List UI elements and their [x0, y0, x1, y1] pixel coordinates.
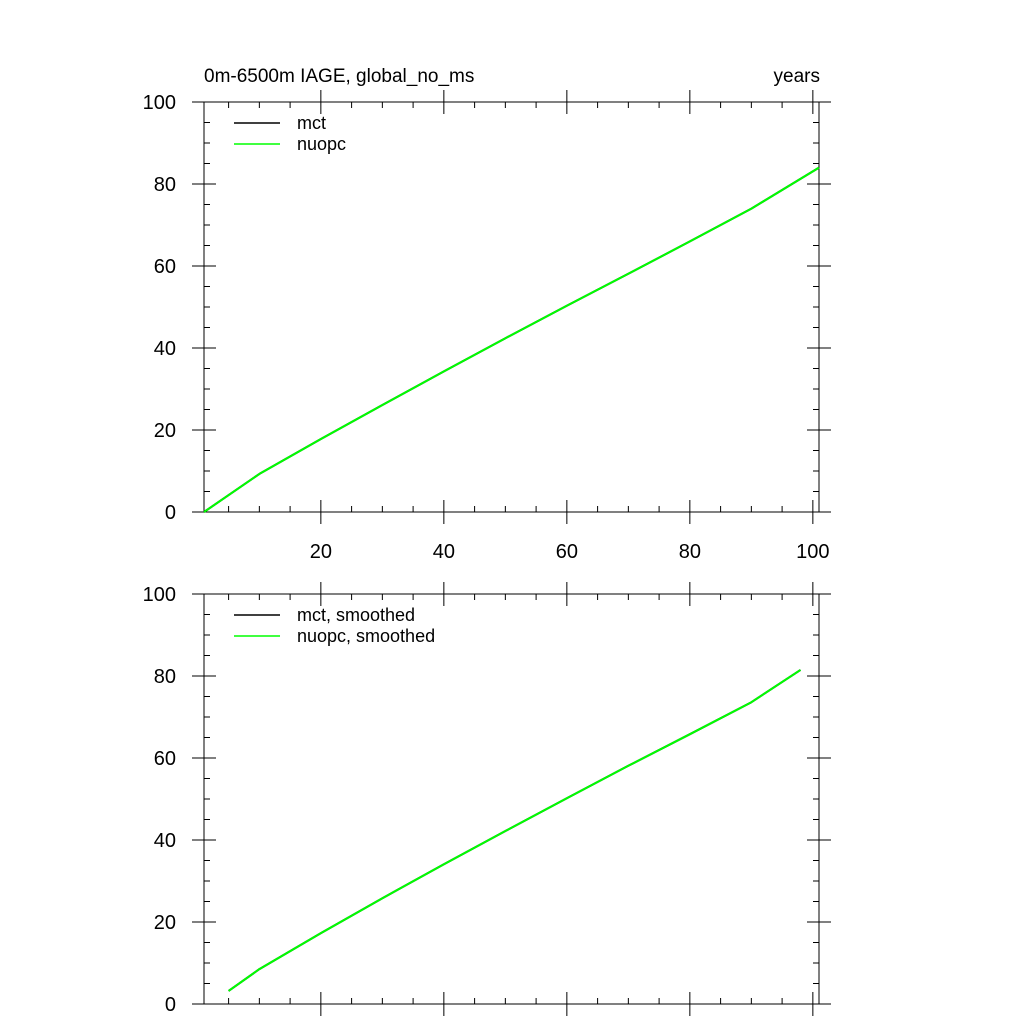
x-tick-label: 80: [679, 541, 701, 563]
y-tick-label: 0: [165, 502, 176, 524]
series-lines: [228, 669, 802, 992]
series-lines: [203, 166, 820, 513]
series-line: [228, 669, 802, 992]
plot-frame: [203, 101, 820, 513]
chart-title-right: years: [774, 66, 820, 87]
y-tick-label: 20: [154, 420, 176, 442]
y-tick-label: 20: [154, 912, 176, 934]
y-tick-label: 80: [154, 174, 176, 196]
x-tick-label: 60: [556, 541, 578, 563]
y-tick-label: 40: [154, 338, 176, 360]
y-tick-label: 60: [154, 748, 176, 770]
y-tick-label: 60: [154, 256, 176, 278]
legend-label: mct, smoothed: [297, 605, 415, 625]
legend-label: mct: [297, 113, 326, 133]
x-tick-label: 40: [433, 541, 455, 563]
x-tick-label: 20: [310, 541, 332, 563]
top-panel: 0m-6500m IAGE, global_no_ms years 0 20 40 6…: [143, 66, 831, 563]
axis-ticks: 0 20 40 60 80 100: [143, 582, 831, 1016]
series-line: [203, 166, 820, 513]
legend-label: nuopc, smoothed: [297, 626, 435, 646]
y-tick-label: 0: [165, 994, 176, 1016]
x-tick-label: 100: [796, 541, 829, 563]
axis-ticks: 0 20 40 60 80 100 20 40 60 80 100: [143, 90, 831, 563]
y-tick-label: 100: [143, 92, 176, 114]
plot-frame: [203, 593, 820, 1005]
legend-label: nuopc: [297, 134, 346, 154]
series-line: [228, 669, 802, 992]
y-tick-label: 80: [154, 666, 176, 688]
series-line: [203, 166, 820, 513]
y-tick-label: 40: [154, 830, 176, 852]
y-tick-label: 100: [143, 584, 176, 606]
chart-title-left: 0m-6500m IAGE, global_no_ms: [204, 66, 474, 87]
